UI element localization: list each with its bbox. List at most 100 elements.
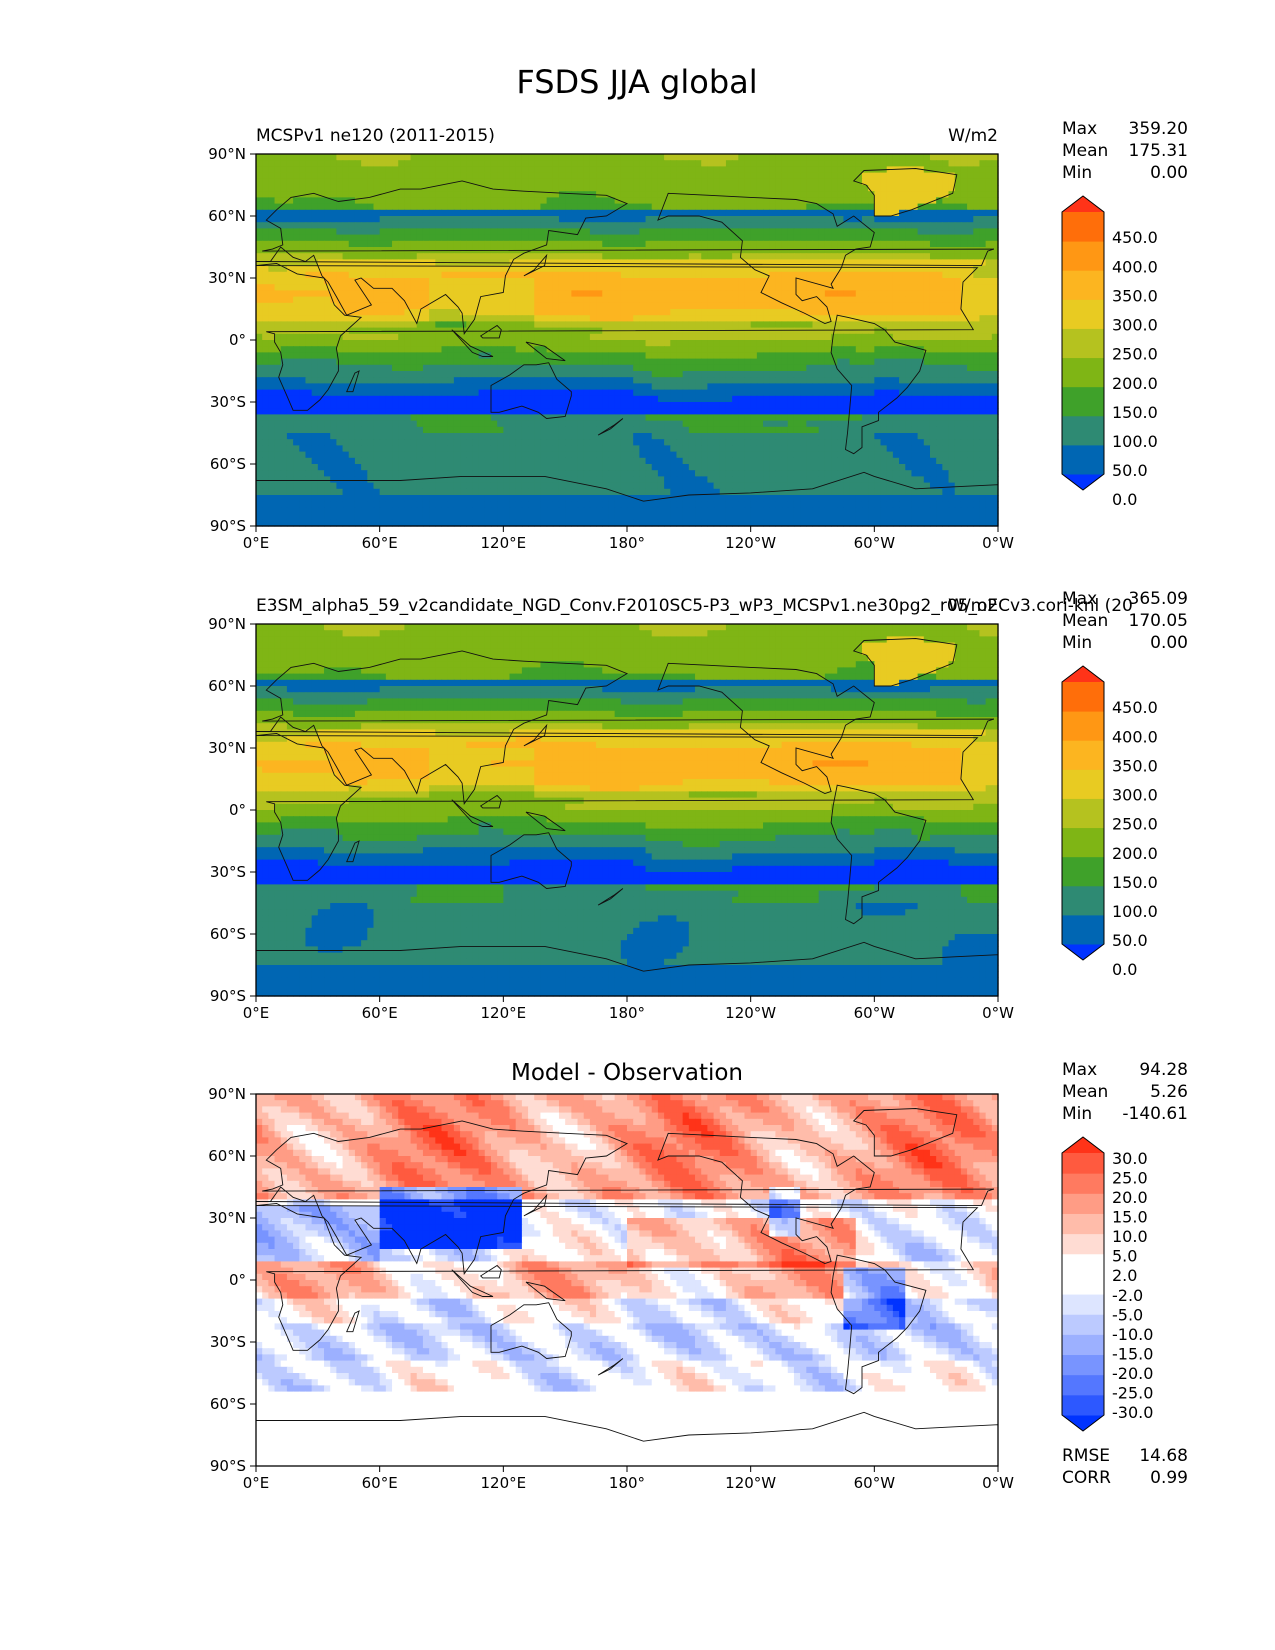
map-cell xyxy=(812,166,820,174)
map-cell xyxy=(620,377,628,384)
map-cell xyxy=(874,302,882,310)
map-cell xyxy=(404,309,412,316)
map-cell xyxy=(818,191,826,198)
map-cell xyxy=(509,216,517,223)
map-cell xyxy=(540,340,548,347)
map-cell xyxy=(286,395,294,403)
map-cell xyxy=(342,191,350,198)
map-cell xyxy=(509,197,517,205)
map-cell xyxy=(725,346,733,353)
map-cell xyxy=(695,327,702,335)
map-cell xyxy=(311,352,319,360)
map-cell xyxy=(688,253,696,260)
map-cell xyxy=(707,259,715,267)
map-cell xyxy=(441,222,449,229)
map-cell xyxy=(695,377,702,384)
map-cell xyxy=(268,302,276,310)
map-cell xyxy=(800,327,807,335)
map-cell xyxy=(701,352,708,360)
map-cell xyxy=(732,172,739,180)
map-cell xyxy=(639,240,647,248)
map-cell xyxy=(410,228,418,236)
map-cell xyxy=(793,358,801,366)
map-cell xyxy=(855,358,863,366)
map-cell xyxy=(855,216,863,223)
map-cell xyxy=(905,154,913,161)
map-cell xyxy=(509,402,517,409)
map-cell xyxy=(392,408,399,415)
map-cell xyxy=(392,222,399,229)
map-cell xyxy=(552,377,560,384)
map-cell xyxy=(521,364,529,372)
map-cell xyxy=(614,271,622,279)
map-cell xyxy=(960,154,968,161)
map-cell xyxy=(651,185,659,192)
map-cell xyxy=(954,265,962,273)
map-cell xyxy=(490,185,498,192)
map-cell xyxy=(286,377,294,384)
map-cell xyxy=(818,309,826,316)
map-cell xyxy=(509,209,517,217)
map-cell xyxy=(793,315,801,322)
map-cell xyxy=(713,284,721,291)
map-cell xyxy=(688,228,696,236)
map-cell xyxy=(342,240,350,248)
map-cell xyxy=(546,191,554,198)
map-cell xyxy=(719,216,727,223)
map-cell xyxy=(484,197,492,205)
map-cell xyxy=(985,197,993,205)
map-cell xyxy=(775,259,783,267)
map-cell xyxy=(460,178,467,186)
map-cell xyxy=(299,364,307,372)
map-cell xyxy=(688,408,696,415)
map-cell xyxy=(960,234,968,242)
map-cell xyxy=(979,377,987,384)
map-cell xyxy=(744,309,752,316)
map-cell xyxy=(311,321,319,329)
map-cell xyxy=(552,389,560,397)
map-cell xyxy=(657,296,665,304)
map-cell xyxy=(497,371,504,378)
map-cell xyxy=(503,209,511,217)
map-cell xyxy=(392,203,399,211)
map-cell xyxy=(262,209,269,217)
map-cell xyxy=(713,377,721,384)
map-cell xyxy=(262,259,269,267)
map-cell xyxy=(280,265,288,273)
map-cell xyxy=(688,302,696,310)
map-cell xyxy=(991,296,999,304)
map-cell xyxy=(422,197,430,205)
map-cell xyxy=(305,333,313,341)
map-cell xyxy=(299,284,307,291)
map-cell xyxy=(645,364,653,372)
map-cell xyxy=(793,340,801,347)
map-cell xyxy=(330,209,337,217)
map-cell xyxy=(583,278,591,285)
map-cell xyxy=(929,302,937,310)
map-cell xyxy=(886,247,894,254)
map-cell xyxy=(781,346,789,353)
map-cell xyxy=(886,377,894,384)
map-cell xyxy=(274,309,282,316)
map-cell xyxy=(645,402,653,409)
map-cell xyxy=(899,185,906,192)
map-cell xyxy=(336,178,344,186)
map-cell xyxy=(911,290,919,298)
map-cell xyxy=(639,408,647,415)
map-cell xyxy=(602,321,610,329)
map-cell xyxy=(682,333,690,341)
map-cell xyxy=(849,402,857,409)
map-cell xyxy=(732,340,739,347)
map-cell xyxy=(892,284,900,291)
map-cell xyxy=(429,185,436,192)
map-cell xyxy=(627,364,634,372)
map-cell xyxy=(855,178,863,186)
map-cell xyxy=(923,284,931,291)
map-cell xyxy=(633,209,640,217)
map-cell xyxy=(348,352,356,360)
map-cell xyxy=(379,395,387,403)
map-cell xyxy=(614,402,622,409)
map-cell xyxy=(608,240,616,248)
map-cell xyxy=(837,166,845,174)
